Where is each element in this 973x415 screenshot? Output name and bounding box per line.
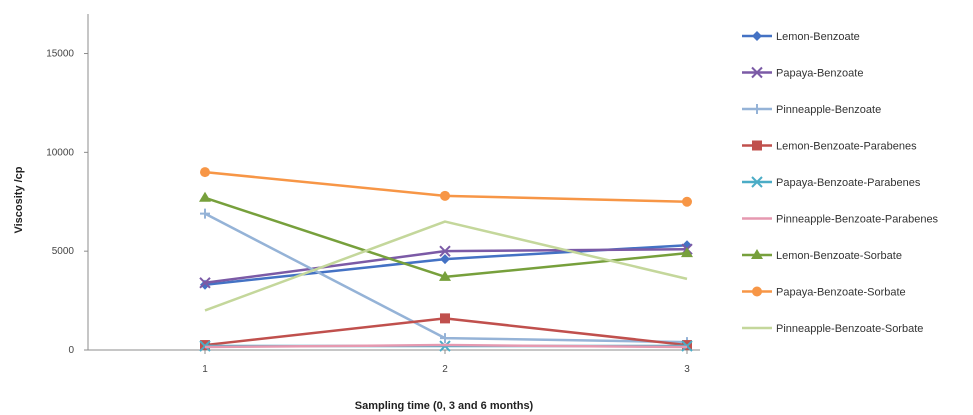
legend-item-pinneapple-benzoate-sorbate: Pinneapple-Benzoate-Sorbate bbox=[742, 323, 923, 335]
y-tick-label: 0 bbox=[68, 345, 74, 356]
legend-label: Pinneapple-Benzoate bbox=[776, 104, 881, 116]
y-axis-title: Viscosity /cp bbox=[13, 166, 25, 233]
data-point-lemon-benzoate-sorbate bbox=[439, 270, 451, 281]
series-lemon-benzoate-sorbate bbox=[199, 191, 693, 281]
legend-marker bbox=[752, 286, 762, 297]
legend-item-lemon-benzoate-sorbate: Lemon-Benzoate-Sorbate bbox=[742, 249, 902, 262]
legend-label: Lemon-Benzoate bbox=[776, 31, 860, 43]
data-point-lemon-benzoate-sorbate bbox=[681, 247, 693, 258]
legend-label: Lemon-Benzoate-Parabenes bbox=[776, 141, 917, 153]
x-tick-label: 3 bbox=[684, 364, 690, 375]
y-tick-label: 10000 bbox=[46, 147, 74, 158]
legend-marker bbox=[751, 176, 763, 188]
x-tick-label: 1 bbox=[202, 364, 208, 375]
legend-label: Papaya-Benzoate-Sorbate bbox=[776, 287, 906, 299]
legend-marker bbox=[752, 31, 762, 41]
legend-label: Lemon-Benzoate-Sorbate bbox=[776, 250, 902, 262]
legend-item-papaya-benzoate-sorbate: Papaya-Benzoate-Sorbate bbox=[742, 286, 906, 299]
legend-item-pinneapple-benzoate-parabenes: Pinneapple-Benzoate-Parabenes bbox=[742, 214, 939, 226]
x-axis-title: Sampling time (0, 3 and 6 months) bbox=[355, 400, 534, 412]
data-point-papaya-benzoate-sorbate bbox=[200, 167, 210, 178]
data-point-lemon-benzoate bbox=[440, 254, 450, 265]
data-point-pinneapple-benzoate bbox=[200, 208, 210, 219]
data-point-lemon-benzoate-sorbate bbox=[199, 191, 211, 202]
series-line-lemon-benzoate-sorbate bbox=[204, 196, 688, 279]
legend-item-papaya-benzoate-parabenes: Papaya-Benzoate-Parabenes bbox=[742, 176, 921, 189]
legend-item-pinneapple-benzoate: Pinneapple-Benzoate bbox=[742, 104, 881, 116]
legend-item-lemon-benzoate-parabenes: Lemon-Benzoate-Parabenes bbox=[742, 140, 917, 153]
legend-item-papaya-benzoate: Papaya-Benzoate bbox=[742, 66, 863, 80]
data-point-papaya-benzoate bbox=[439, 245, 451, 257]
series-papaya-benzoate bbox=[199, 243, 693, 289]
data-point-pinneapple-benzoate bbox=[440, 333, 450, 344]
legend-label: Papaya-Benzoate-Parabenes bbox=[776, 177, 921, 189]
series-pinneapple-benzoate-parabenes bbox=[204, 343, 688, 349]
x-tick-label: 2 bbox=[442, 364, 448, 375]
data-point-papaya-benzoate bbox=[199, 277, 211, 289]
data-point-lemon-benzoate-parabenes bbox=[440, 313, 450, 324]
series-line-pinneapple-benzoate-sorbate bbox=[204, 220, 688, 312]
series-line-pinneapple-benzoate-parabenes bbox=[204, 343, 688, 349]
legend-label: Papaya-Benzoate bbox=[776, 68, 863, 80]
legend-marker bbox=[752, 104, 762, 114]
legend-item-lemon-benzoate: Lemon-Benzoate bbox=[742, 31, 860, 43]
series-papaya-benzoate-sorbate bbox=[200, 167, 692, 207]
y-tick-label: 15000 bbox=[46, 49, 74, 60]
legend-marker bbox=[751, 249, 763, 259]
data-point-papaya-benzoate-sorbate bbox=[440, 190, 450, 201]
legend-marker bbox=[752, 140, 762, 151]
legend-label: Pinneapple-Benzoate-Parabenes bbox=[776, 214, 939, 226]
legend-marker bbox=[751, 66, 763, 79]
data-point-papaya-benzoate-sorbate bbox=[682, 196, 692, 207]
legend-label: Pinneapple-Benzoate-Sorbate bbox=[776, 323, 923, 335]
series-lemon-benzoate bbox=[200, 240, 692, 290]
series-pinneapple-benzoate-sorbate bbox=[204, 220, 688, 312]
y-tick-label: 5000 bbox=[52, 246, 75, 257]
